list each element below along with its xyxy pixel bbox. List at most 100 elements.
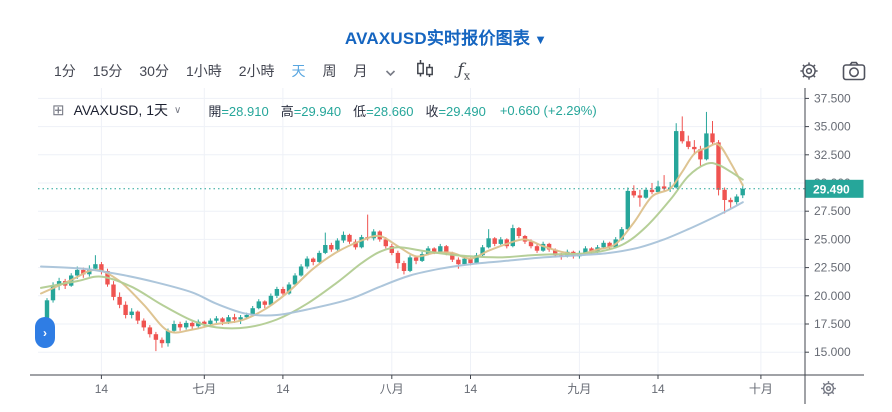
expand-icon[interactable]: ⊞	[52, 102, 65, 119]
gear-icon[interactable]	[798, 60, 820, 82]
candle-body	[317, 252, 322, 262]
interval-30分[interactable]: 30分	[139, 63, 169, 79]
candle-body	[510, 228, 515, 247]
candle-body	[583, 248, 588, 253]
candlestick-style-icon[interactable]	[414, 59, 436, 83]
camera-icon[interactable]	[842, 60, 866, 82]
candle-body	[56, 281, 62, 286]
ohlc-label: 收	[425, 103, 439, 119]
ohlc-value: =28.910	[221, 103, 269, 119]
time-axis-label: 14	[651, 382, 665, 396]
symbol-chevron-icon[interactable]: ∨	[173, 104, 182, 116]
interval-天[interactable]: 天	[291, 63, 306, 79]
price-axis-label: 15.000	[814, 345, 851, 359]
chevron-right-icon: ›	[43, 325, 47, 340]
time-axis-label: 九月	[567, 382, 591, 396]
panel-expand-pill[interactable]: ›	[35, 317, 55, 348]
toolbar-right	[798, 60, 866, 82]
candle-body	[438, 246, 443, 252]
candle-body	[335, 240, 340, 250]
candle-body	[432, 248, 437, 252]
candle-body	[177, 324, 183, 328]
candle-body	[625, 190, 630, 230]
interval-月[interactable]: 月	[353, 63, 368, 79]
price-axis-label: 22.500	[814, 261, 851, 275]
last-price-badge	[805, 179, 864, 198]
interval-2小時[interactable]: 2小時	[238, 63, 275, 79]
candle-body	[504, 239, 509, 247]
candle-body	[184, 322, 189, 328]
candle-body	[401, 263, 407, 271]
candle-body	[674, 131, 679, 188]
candle-body	[93, 264, 98, 269]
fx-f: ƒ	[457, 59, 464, 80]
interval-1小時[interactable]: 1小時	[185, 63, 222, 79]
candle-body	[698, 149, 703, 160]
ohlc-label: 開	[208, 103, 222, 119]
candle-body	[304, 258, 310, 267]
candle-body	[347, 234, 352, 242]
candle-body	[413, 257, 419, 261]
candle-body	[117, 296, 122, 305]
candle-body	[619, 229, 624, 240]
ohlc-item: 開=28.910	[208, 101, 268, 120]
candle-body	[710, 133, 715, 143]
ma-mid	[40, 161, 744, 330]
candle-body	[516, 228, 522, 236]
fx-sub: x	[463, 69, 471, 83]
candle-body	[534, 246, 540, 251]
price-axis-label: 20.000	[814, 289, 851, 303]
candle-body	[202, 321, 207, 324]
timescale-gear-icon[interactable]	[819, 379, 838, 403]
candle-body	[492, 238, 497, 244]
candle-body	[450, 252, 455, 260]
candle-body	[298, 266, 304, 276]
ohlc-label: 低	[353, 103, 367, 119]
time-axis-label: 八月	[380, 382, 404, 396]
candle-body	[680, 131, 685, 142]
candle-body	[226, 317, 231, 322]
interval-周[interactable]: 周	[322, 63, 337, 79]
interval-15分[interactable]: 15分	[92, 63, 123, 79]
candle-body	[607, 242, 612, 248]
symbol-name: AVAXUSD, 1天	[73, 102, 168, 118]
time-axis-label: 14	[464, 382, 478, 396]
candle-body	[220, 318, 225, 322]
candle-body	[280, 289, 286, 294]
price-axis-label: 35.000	[814, 120, 851, 134]
symbol-legend[interactable]: ⊞ AVAXUSD, 1天 ∨ 開=28.910 高=29.940 低=28.660…	[52, 100, 597, 120]
ohlc-values: 開=28.910 高=29.940 低=28.660 收=29.490 +0.660 (…	[208, 101, 596, 120]
candle-body	[141, 320, 146, 328]
time-axis-label: 14	[95, 382, 109, 396]
candle-body	[268, 295, 274, 305]
ohlc-value: =29.490	[438, 103, 486, 119]
price-axis-label: 37.500	[814, 91, 851, 105]
chevron-down-icon[interactable]	[385, 64, 396, 80]
candle-body	[407, 257, 413, 271]
chart-toolbar: 1分 15分 30分 1小時 2小時天周月 ƒx	[54, 59, 866, 83]
candle-body	[734, 196, 739, 203]
candle-body	[147, 327, 153, 335]
candle-body	[728, 199, 733, 203]
price-change: +0.660 (+2.29%)	[499, 102, 597, 118]
candle-body	[359, 237, 364, 248]
indicators-fx-icon[interactable]: ƒx	[458, 60, 471, 82]
page-title[interactable]: AVAXUSD实时报价图表 ▼	[0, 24, 892, 49]
candle-body	[256, 301, 261, 309]
interval-1分[interactable]: 1分	[54, 63, 76, 79]
ma-slow	[40, 201, 744, 317]
ma-fast	[40, 142, 744, 334]
candle-body	[692, 146, 697, 150]
candle-body	[329, 245, 334, 250]
candle-body	[540, 243, 546, 251]
candle-body	[153, 334, 159, 340]
candle-body	[214, 318, 219, 321]
candle-body	[171, 324, 177, 331]
candle-body	[232, 317, 237, 320]
candle-body	[486, 238, 491, 248]
candle-body	[686, 141, 691, 147]
candle-body	[637, 195, 643, 198]
candle-body	[250, 308, 255, 315]
